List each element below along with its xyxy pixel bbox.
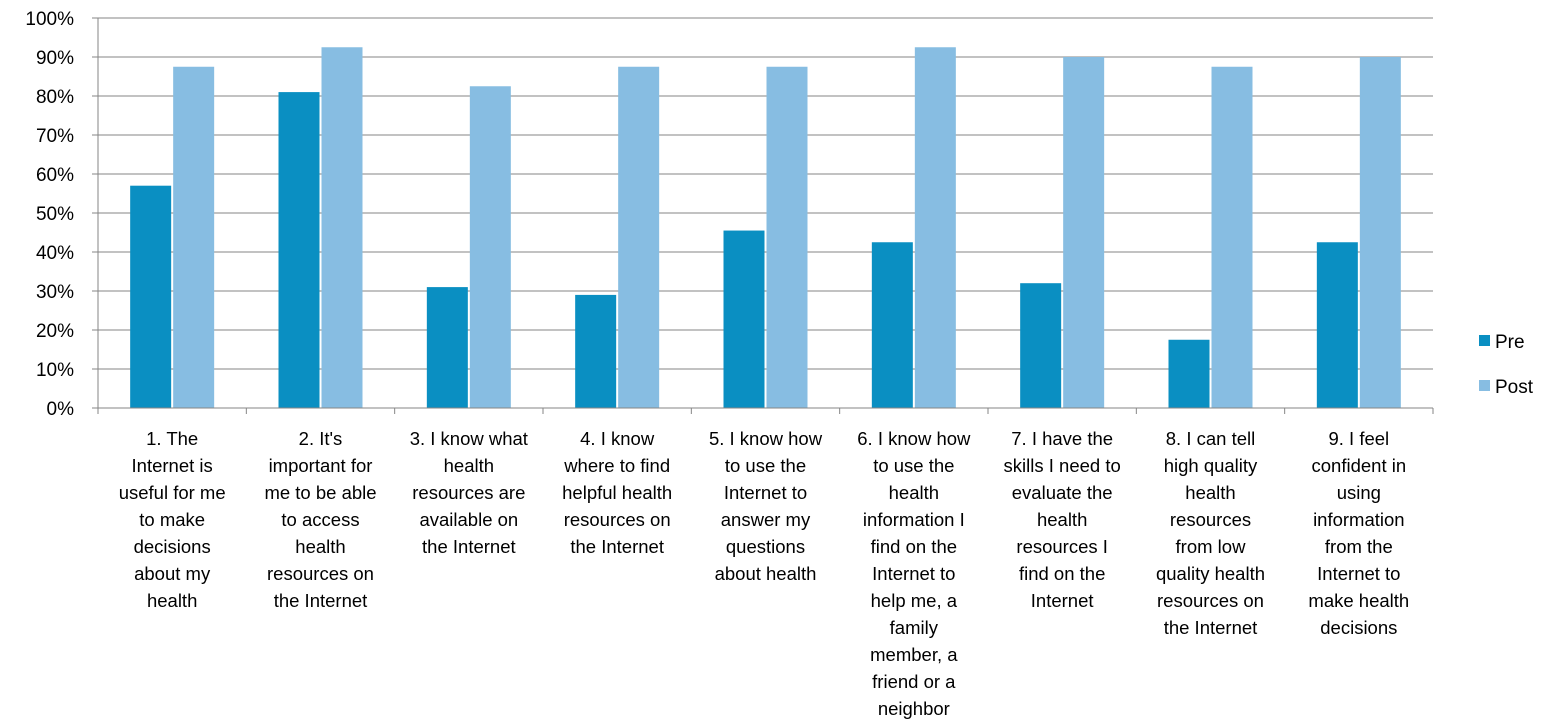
legend: Pre Post xyxy=(1479,332,1534,398)
y-tick-label: 30% xyxy=(36,282,74,303)
x-category-label-2: 2. It's important for me to be able to acce… xyxy=(264,428,376,611)
y-tick-label: 0% xyxy=(47,399,75,420)
bar-pre-6 xyxy=(872,242,913,408)
x-category-label-9: 9. I feel confident in using information fro… xyxy=(1308,428,1409,638)
x-category-label-4: 4. I know where to find helpful health reso… xyxy=(562,428,672,557)
bar-pre-5 xyxy=(724,231,765,408)
bar-pre-4 xyxy=(575,295,616,408)
x-axis-category-labels: 1. The Internet is useful for me to make dec… xyxy=(119,428,1410,719)
y-tick-label: 20% xyxy=(36,321,74,342)
bar-post-4 xyxy=(618,67,659,408)
bar-post-2 xyxy=(322,47,363,408)
y-tick-label: 90% xyxy=(36,48,74,69)
x-category-label-8: 8. I can tell high quality health resources… xyxy=(1156,428,1265,638)
bar-pre-8 xyxy=(1169,340,1210,408)
y-tick-label: 80% xyxy=(36,87,74,108)
bar-post-6 xyxy=(915,47,956,408)
bar-pre-7 xyxy=(1020,283,1061,408)
y-tick-label: 40% xyxy=(36,243,74,264)
bar-post-3 xyxy=(470,86,511,408)
x-category-label-1: 1. The Internet is useful for me to make dec… xyxy=(119,428,226,611)
bar-pre-2 xyxy=(279,92,320,408)
x-category-label-3: 3. I know what health resources are availab… xyxy=(410,428,528,557)
legend-swatch-post xyxy=(1479,380,1490,391)
bar-post-7 xyxy=(1063,57,1104,408)
bar-post-8 xyxy=(1212,67,1253,408)
y-tick-label: 10% xyxy=(36,360,74,381)
y-tick-label: 50% xyxy=(36,204,74,225)
y-tick-label: 70% xyxy=(36,126,74,147)
legend-swatch-pre xyxy=(1479,335,1490,346)
y-axis-tick-labels: 0% 10% 20% 30% 40% 50% 60% 70% 80% 90% 100% xyxy=(25,9,74,420)
bar-post-5 xyxy=(767,67,808,408)
bar-pre-3 xyxy=(427,287,468,408)
bar-pre-9 xyxy=(1317,242,1358,408)
bar-pre-1 xyxy=(130,186,171,408)
bar-post-9 xyxy=(1360,57,1401,408)
x-category-label-5: 5. I know how to use the Internet to answer… xyxy=(709,428,823,584)
y-tick-label: 60% xyxy=(36,165,74,186)
legend-label-post: Post xyxy=(1495,377,1534,398)
bars xyxy=(130,47,1401,408)
legend-label-pre: Pre xyxy=(1495,332,1525,353)
y-tick-label: 100% xyxy=(25,9,74,30)
x-category-label-6: 6. I know how to use the health information… xyxy=(857,428,971,719)
bar-post-1 xyxy=(173,67,214,408)
x-category-label-7: 7. I have the skills I need to evaluate th… xyxy=(1004,428,1121,611)
